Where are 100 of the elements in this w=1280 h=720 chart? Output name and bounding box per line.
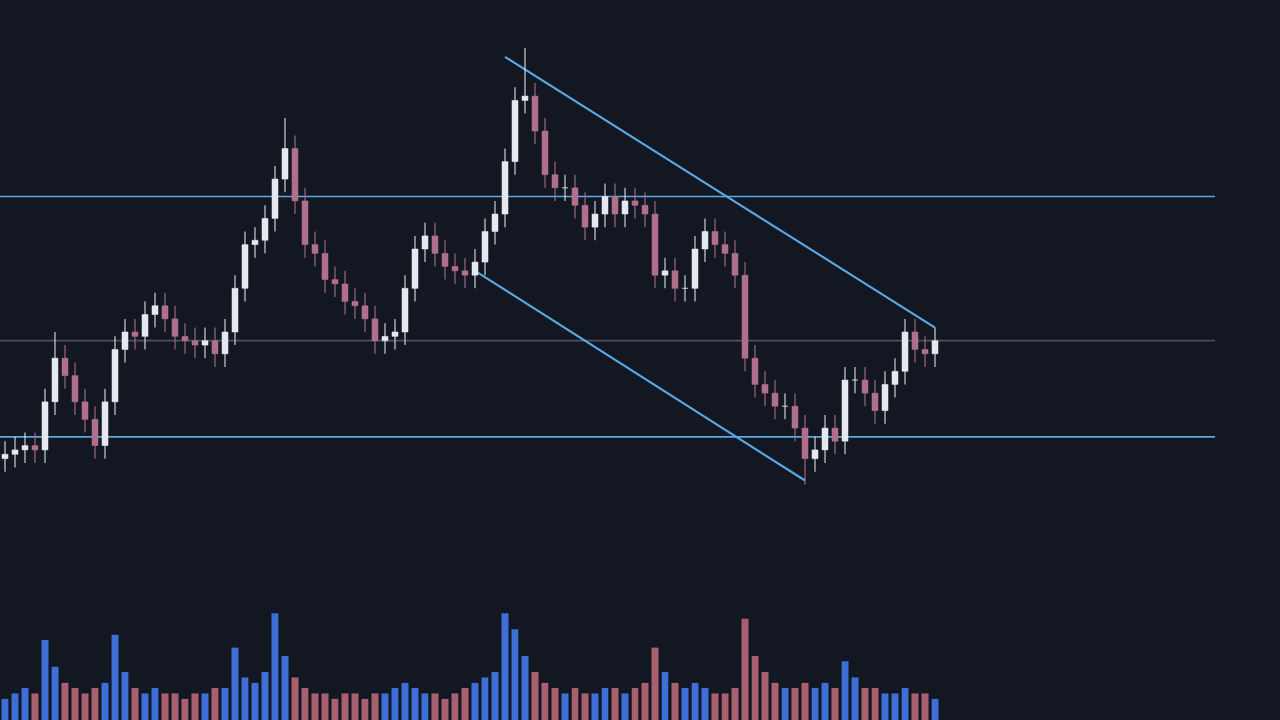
bar — [281, 656, 289, 720]
bar — [311, 693, 319, 720]
bar — [681, 688, 689, 720]
bar — [581, 693, 589, 720]
bar — [411, 688, 419, 720]
bar — [651, 647, 659, 720]
candlestick — [921, 335, 929, 368]
bar — [371, 693, 379, 720]
bar — [71, 688, 79, 720]
candlestick — [681, 274, 689, 302]
bar — [611, 688, 619, 720]
bar — [471, 682, 479, 720]
bar — [131, 688, 139, 720]
bar — [431, 693, 439, 720]
candlestick — [181, 322, 189, 355]
bar — [861, 688, 869, 720]
candlestick — [351, 287, 359, 320]
candlestick — [11, 436, 19, 468]
candlestick — [791, 392, 799, 442]
candlestick — [891, 357, 899, 399]
bar — [931, 698, 939, 720]
candlestick — [931, 327, 939, 368]
bar — [841, 661, 849, 720]
candlestick — [461, 257, 469, 289]
candlestick — [671, 257, 679, 302]
bar — [461, 688, 469, 720]
bar — [491, 672, 499, 720]
candlestick — [431, 222, 439, 267]
candlestick — [701, 217, 709, 263]
candlestick — [251, 226, 259, 259]
bar — [521, 656, 529, 720]
bar — [781, 688, 789, 720]
bar — [101, 682, 109, 720]
candlestick — [81, 388, 89, 433]
bar — [501, 613, 509, 720]
candlestick — [491, 200, 499, 246]
bar — [111, 634, 119, 720]
candlestick — [721, 230, 729, 267]
candlestick — [261, 204, 269, 254]
candlestick — [61, 344, 69, 390]
candlestick — [911, 318, 919, 364]
candlestick — [611, 182, 619, 228]
candlestick — [311, 230, 319, 267]
bar — [871, 688, 879, 720]
bar — [401, 682, 409, 720]
candlestick — [781, 392, 789, 420]
candlestick — [521, 47, 529, 115]
bar — [41, 640, 49, 720]
candlestick — [811, 436, 819, 473]
candlestick — [171, 305, 179, 350]
bar — [731, 688, 739, 720]
bar — [591, 693, 599, 720]
bar — [711, 693, 719, 720]
candlestick — [371, 305, 379, 355]
candlestick — [831, 414, 839, 455]
candlestick — [361, 292, 369, 333]
bar — [771, 682, 779, 720]
bar — [531, 672, 539, 720]
bar — [191, 693, 199, 720]
candlestick — [381, 322, 389, 355]
candlestick — [421, 222, 429, 263]
bar — [641, 682, 649, 720]
candlestick — [221, 318, 229, 368]
bar — [791, 688, 799, 720]
bar — [891, 693, 899, 720]
bar — [291, 677, 299, 720]
candlestick — [731, 239, 739, 289]
candlestick — [121, 318, 129, 364]
candlestick — [761, 370, 769, 407]
candlestick — [641, 191, 649, 228]
candlestick — [591, 200, 599, 241]
candlestick — [571, 174, 579, 219]
bar — [751, 656, 759, 720]
bar — [901, 688, 909, 720]
bar — [621, 693, 629, 720]
candlestick — [861, 366, 869, 407]
bar — [921, 693, 929, 720]
bar — [351, 693, 359, 720]
candlestick — [471, 248, 479, 289]
bar — [821, 682, 829, 720]
bar — [161, 693, 169, 720]
candlestick — [191, 327, 199, 359]
candlestick — [141, 300, 149, 350]
candlestick — [331, 265, 339, 298]
candlestick — [581, 191, 589, 241]
candlestick — [661, 257, 669, 289]
candlestick — [821, 414, 829, 464]
bar — [11, 693, 19, 720]
candlestick — [561, 174, 569, 202]
bar — [851, 677, 859, 720]
bar — [561, 693, 569, 720]
bar — [341, 693, 349, 720]
bar — [671, 682, 679, 720]
candlestick — [161, 292, 169, 333]
candlestick — [211, 327, 219, 368]
bar — [261, 672, 269, 720]
bar — [701, 688, 709, 720]
bar — [831, 688, 839, 720]
bar — [231, 647, 239, 720]
candlestick — [711, 217, 719, 259]
